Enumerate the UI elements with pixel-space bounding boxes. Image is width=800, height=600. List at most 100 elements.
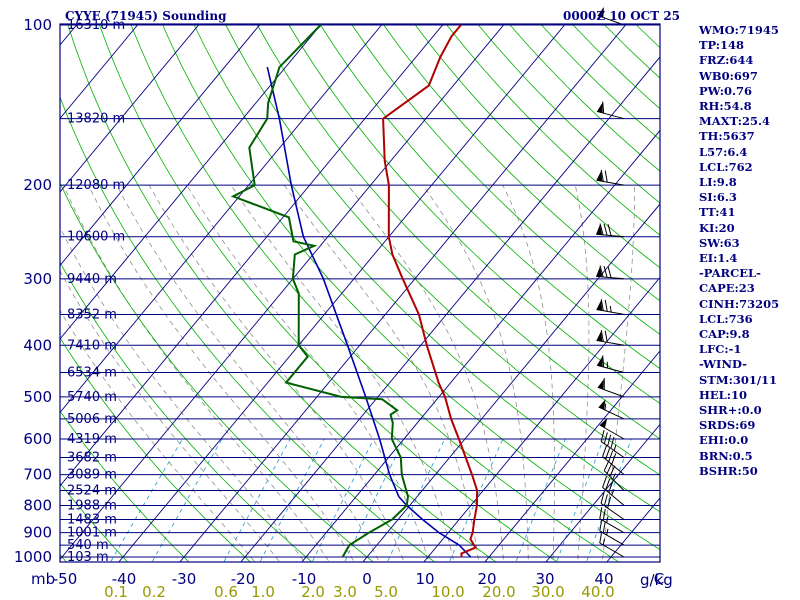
index-item: -WIND- <box>699 357 747 372</box>
pressure-tick-label: 300 <box>23 270 52 288</box>
height-label: 9440 m <box>67 272 117 287</box>
dry-adiabat-line <box>67 24 497 562</box>
height-label: 1001 m <box>67 526 117 541</box>
height-label: 103 m <box>67 550 109 565</box>
dry-adiabat-line <box>383 24 660 302</box>
isotherm-line <box>60 24 139 120</box>
dry-adiabat-line <box>414 24 660 269</box>
moist-adiabat-line <box>574 185 590 562</box>
dry-adiabat-line <box>60 95 436 562</box>
dry-adiabat-line <box>60 410 190 562</box>
pressure-tick-label: 800 <box>23 496 52 514</box>
temperature-unit-label: C <box>654 570 664 588</box>
mixing-ratio-tick-label: 1.0 <box>251 583 275 600</box>
index-item: SI:6.3 <box>699 190 737 205</box>
moist-adiabat-line <box>60 309 256 562</box>
index-item: LI:9.8 <box>699 175 737 190</box>
mixing-ratio-tick-label: 10.0 <box>431 583 464 600</box>
dry-adiabat-line <box>60 261 313 562</box>
mixing-ratio-tick-label: 0.2 <box>142 583 166 600</box>
height-label: 16310 m <box>67 18 125 33</box>
moist-adiabat-line <box>230 184 455 562</box>
wind-barb <box>596 265 625 280</box>
pressure-tick-label: 500 <box>23 388 52 406</box>
isotherm-line <box>301 129 660 562</box>
pressure-tick-label: 700 <box>23 466 52 484</box>
temperature-tick-label: 30 <box>535 570 554 588</box>
temperature-tick-label: -20 <box>231 570 256 588</box>
pressure-tick-label: 900 <box>23 524 52 542</box>
moist-adiabat-line <box>60 226 305 562</box>
wind-barb <box>600 492 625 520</box>
mixing-ratio-line <box>515 438 566 562</box>
height-label: 5740 m <box>67 390 117 405</box>
height-label: 1483 m <box>67 513 117 528</box>
wind-barb <box>596 169 625 186</box>
index-item: RH:54.8 <box>699 99 752 114</box>
mixing-ratio-tick-label: 30.0 <box>531 583 564 600</box>
wind-barb <box>597 378 625 398</box>
isobars <box>60 24 660 558</box>
dry-adiabats <box>60 24 660 562</box>
temperature-tick-label: -50 <box>53 570 78 588</box>
index-item: -PARCEL- <box>699 266 761 281</box>
moist-adiabat-line <box>283 184 480 562</box>
dry-adiabat-line <box>60 482 129 562</box>
pressure-unit-label: mb <box>31 570 55 588</box>
isotherm-line <box>484 350 660 562</box>
wind-barb <box>599 507 625 534</box>
wind-barb <box>596 330 625 346</box>
index-item: LFC:-1 <box>699 342 742 357</box>
moist-adiabat-line <box>88 184 355 562</box>
dry-adiabat-line <box>193 24 660 513</box>
dry-adiabat-line <box>225 24 660 476</box>
height-label: 10600 m <box>67 230 125 245</box>
height-label: 12080 m <box>67 178 125 193</box>
wind-barb <box>599 417 625 440</box>
index-item: CINH:73205 <box>699 296 780 311</box>
wind-barb <box>596 101 625 120</box>
height-label: 3089 m <box>67 468 117 483</box>
index-item: BSHR:50 <box>699 463 758 478</box>
temperature-trace <box>382 24 479 558</box>
moist-adiabat-line <box>148 184 405 562</box>
dry-adiabat-line <box>60 337 252 562</box>
moist-adiabat-line <box>60 270 281 562</box>
index-item: EI:1.4 <box>699 251 738 266</box>
moist-adiabat-line <box>502 184 555 562</box>
wind-barb <box>598 399 625 420</box>
index-item: TH:5637 <box>699 129 755 144</box>
wind-barb <box>600 430 625 458</box>
height-label: 3682 m <box>67 451 117 466</box>
index-item: LCL:736 <box>699 311 753 326</box>
dry-adiabat-line <box>99 24 559 562</box>
isotherm-line <box>60 24 200 193</box>
stability-indices-list: WMO:71945 TP:148 FRZ:644 WB0:697 PW:0.76 RH:5… <box>699 23 799 479</box>
pressure-tick-label: 200 <box>23 176 52 194</box>
index-item: CAPE:23 <box>699 281 755 296</box>
height-label: 13820 m <box>67 112 125 127</box>
isotherm-line <box>60 24 383 414</box>
height-label: 8352 m <box>67 307 117 322</box>
isotherm-line <box>179 24 627 562</box>
mixing-ratio-tick-label: 5.0 <box>374 583 398 600</box>
isotherm-line <box>240 56 660 562</box>
moist-adiabat-line <box>347 184 504 562</box>
chart-station-title: CYYE (71945) Sounding <box>65 9 227 23</box>
isotherm-line <box>60 24 444 487</box>
index-item: TP:148 <box>699 38 745 53</box>
temperature-tick-label: 40 <box>594 570 613 588</box>
wind-barb <box>596 299 625 315</box>
height-label: 5006 m <box>67 412 117 427</box>
dewpoint-trace <box>230 24 410 558</box>
height-label: 7410 m <box>67 338 117 353</box>
chart-time: 0000Z 10 OCT 25 <box>563 9 680 23</box>
isotherm-line <box>118 24 566 562</box>
isotherm-line <box>545 423 660 562</box>
height-labels: 16310 m 13820 m 12080 m 10600 m 9440 m 8352 m… <box>67 18 125 565</box>
pressure-tick-label: 600 <box>23 430 52 448</box>
height-label: 2524 m <box>67 484 117 499</box>
height-label: 1988 m <box>67 498 117 513</box>
index-item: L57:6.4 <box>699 144 748 159</box>
